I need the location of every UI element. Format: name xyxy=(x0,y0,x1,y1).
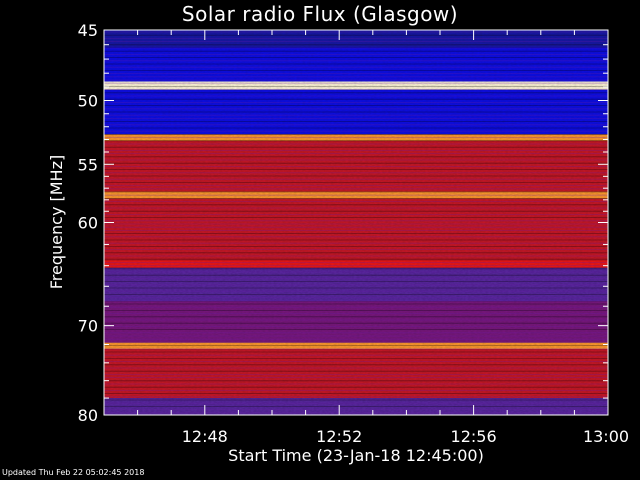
y-axis-label: Frequency [MHz] xyxy=(47,155,66,289)
spectrogram-band xyxy=(104,198,608,261)
x-tick-label: 12:48 xyxy=(182,427,228,446)
spectrogram-band xyxy=(104,134,608,141)
spectrogram-fine-lines xyxy=(104,31,608,414)
spectrogram-band xyxy=(104,81,608,90)
x-tick-label: 12:56 xyxy=(451,427,497,446)
y-tick-label: 45 xyxy=(78,21,98,40)
spectrogram-band xyxy=(104,30,608,48)
spectrogram-band xyxy=(104,260,608,268)
spectrogram-band xyxy=(104,47,608,82)
y-tick-label: 50 xyxy=(78,92,98,111)
spectrogram-band xyxy=(104,342,608,350)
y-tick-label: 55 xyxy=(78,155,98,174)
spectrogram-band xyxy=(104,301,608,343)
y-tick-label: 70 xyxy=(78,317,98,336)
spectrogram-band xyxy=(104,89,608,135)
y-tick-label: 80 xyxy=(78,406,98,425)
x-tick-label: 12:52 xyxy=(316,427,362,446)
x-axis-label: Start Time (23-Jan-18 12:45:00) xyxy=(228,446,484,465)
x-axis: 12:48 12:52 12:56 13:00 xyxy=(137,30,629,446)
spectrogram-bands xyxy=(104,30,608,415)
spectrogram-band xyxy=(104,191,608,199)
x-tick-label: 13:00 xyxy=(583,427,629,446)
updated-timestamp: Updated Thu Feb 22 05:02:45 2018 xyxy=(2,468,145,477)
chart-title: Solar radio Flux (Glasgow) xyxy=(181,2,459,26)
spectrogram-band xyxy=(104,349,608,399)
y-axis: 45 50 55 60 70 80 xyxy=(78,21,608,425)
spectrogram-band xyxy=(104,398,608,415)
y-tick-label: 60 xyxy=(78,214,98,233)
spectrogram-band xyxy=(104,267,608,302)
spectrogram-band xyxy=(104,140,608,192)
